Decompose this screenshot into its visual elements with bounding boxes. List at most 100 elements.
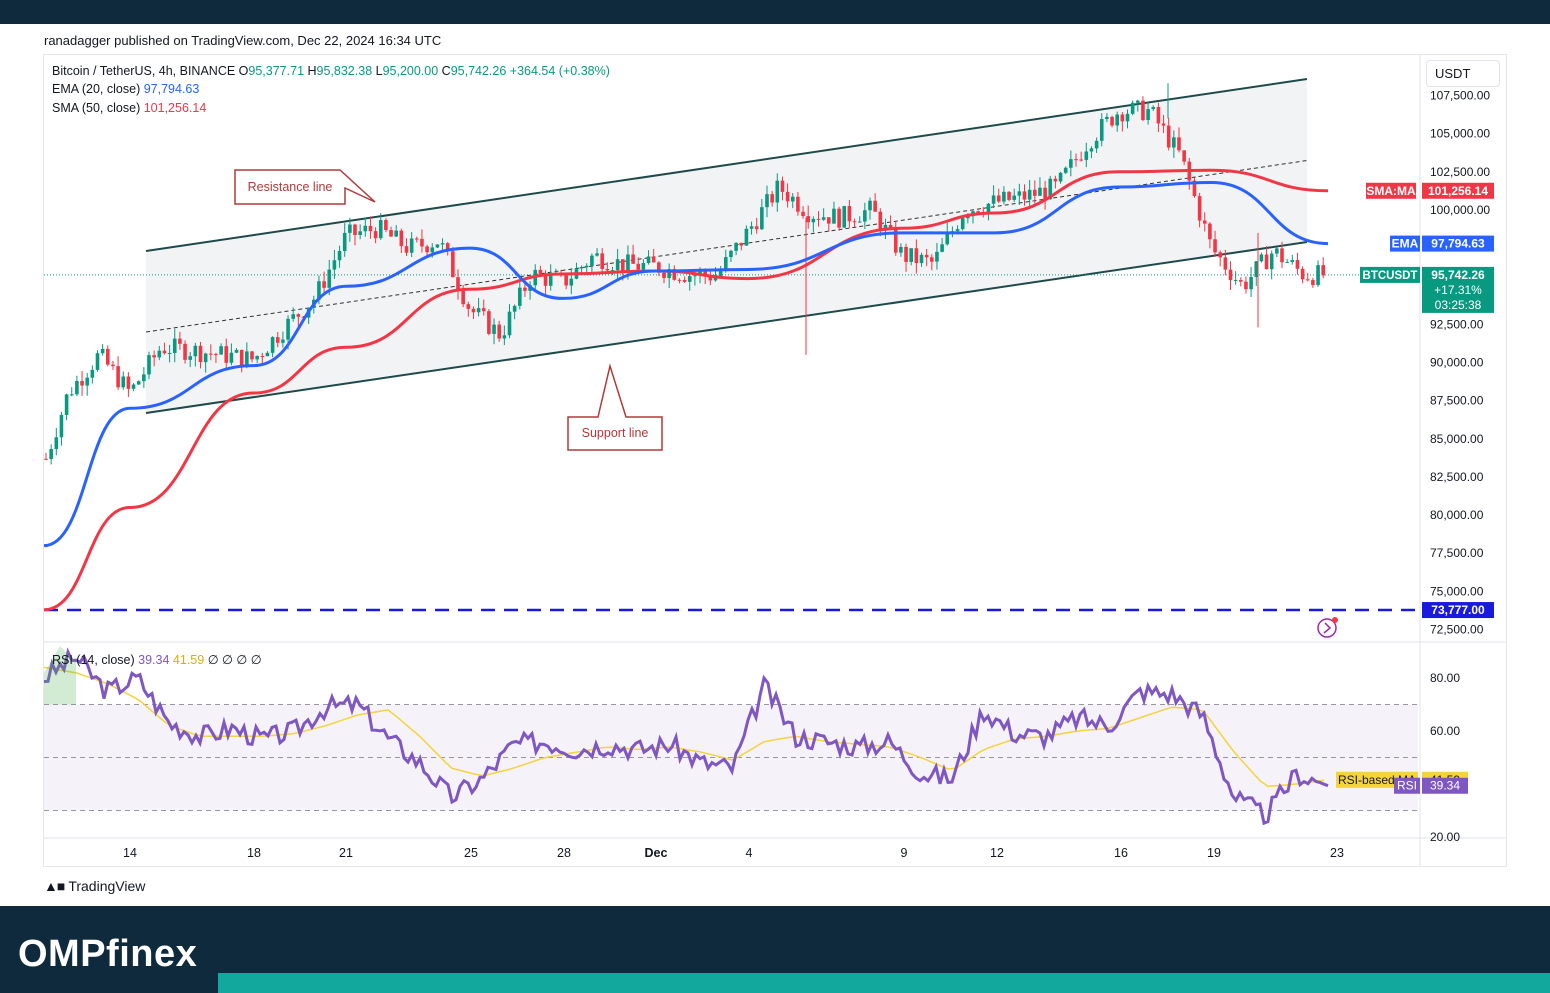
candle-body — [1321, 265, 1325, 276]
candle-body — [893, 228, 898, 253]
legend-ema-row[interactable]: EMA (20, close) 97,794.63 — [52, 82, 199, 96]
rsi-line — [43, 647, 1329, 826]
candle-body — [615, 259, 620, 271]
candle-body — [667, 269, 671, 279]
candle-body — [863, 210, 867, 222]
candle-body — [445, 243, 450, 252]
candle-body — [960, 218, 965, 230]
candle-body — [363, 225, 368, 232]
candle-body — [54, 437, 59, 450]
candle-body — [842, 206, 847, 228]
candle-body — [538, 269, 543, 275]
footer-brand: OMPfinex — [18, 933, 198, 975]
candle-body — [548, 274, 553, 286]
candle-body — [1074, 159, 1078, 161]
legend-ema-value: 97,794.63 — [143, 82, 200, 96]
candle-body — [1202, 220, 1207, 224]
candle-body — [796, 196, 800, 212]
candle-body — [270, 337, 275, 353]
candle-body — [59, 414, 64, 438]
candle-body — [265, 352, 270, 357]
legend-symbol[interactable]: Bitcoin / TetherUS, 4h, BINANCE — [52, 64, 236, 78]
candle-body — [106, 348, 110, 365]
candle-body — [703, 271, 707, 276]
tradingview-logo-text: TradingView — [68, 878, 146, 894]
candle-body — [930, 257, 934, 262]
price-axis-label: 75,000.00 — [1430, 584, 1484, 598]
price-axis-label: 87,500.00 — [1430, 394, 1484, 408]
legend-low: 95,200.00 — [382, 64, 439, 78]
candle-body — [415, 238, 419, 240]
candle-body — [440, 243, 445, 245]
publisher-line: ranadagger published on TradingView.com,… — [44, 33, 442, 48]
legend-sma-row[interactable]: SMA (50, close) 101,256.14 — [52, 101, 206, 115]
btc-tag-price: 95,742.26 — [1431, 268, 1485, 282]
candle-body — [816, 218, 821, 220]
candle-body — [878, 211, 883, 231]
candle-body — [1033, 189, 1037, 196]
legend-change: +364.54 (+0.38%) — [509, 64, 610, 78]
candle-body — [1290, 260, 1295, 263]
candle-body — [90, 369, 95, 378]
candle-body — [1295, 260, 1300, 269]
candle-body — [337, 251, 342, 261]
candle-body — [178, 338, 182, 344]
candle-body — [1002, 191, 1006, 202]
candle-body — [1233, 279, 1238, 281]
btc-tag-countdown: 03:25:38 — [1435, 298, 1482, 312]
candle-body — [451, 251, 455, 278]
candle-body — [291, 314, 295, 319]
legend-sma-label: SMA (50, close) — [52, 101, 141, 115]
support-callout-label: Support line — [582, 426, 649, 440]
candle-body — [631, 254, 635, 264]
legend-high: 95,832.38 — [316, 64, 373, 78]
tradingview-logo[interactable]: ▲■ TradingView — [44, 878, 145, 894]
candle-body — [847, 206, 852, 222]
candle-body — [569, 278, 574, 286]
price-axis-label: 107,500.00 — [1430, 89, 1490, 103]
candle-body — [172, 338, 177, 354]
candle-body — [605, 268, 610, 271]
support-line — [145, 241, 1308, 414]
candle-body — [430, 247, 435, 253]
candle-body — [384, 220, 388, 231]
candle-body — [136, 381, 141, 385]
candle-body — [1156, 107, 1161, 124]
candle-body — [1027, 189, 1032, 200]
candle-body — [1280, 248, 1284, 263]
candle-body — [780, 180, 785, 192]
candle-body — [487, 311, 491, 334]
time-axis-label: 21 — [339, 846, 353, 860]
candle-body — [584, 265, 589, 268]
candle-body — [1208, 223, 1212, 240]
candle-body — [729, 250, 733, 258]
time-axis-label: 14 — [123, 846, 137, 860]
candle-body — [760, 207, 764, 230]
candle-body — [1130, 102, 1135, 114]
candle-body — [378, 220, 383, 239]
candle-body — [801, 211, 805, 217]
candle-body — [1069, 159, 1073, 168]
currency-selector[interactable]: USDT — [1426, 60, 1500, 87]
candle-body — [754, 226, 759, 230]
candle-body — [1099, 119, 1104, 141]
candle-body — [219, 346, 223, 355]
candle-body — [85, 377, 89, 386]
candle-body — [579, 267, 584, 269]
resistance-callout-box — [234, 169, 376, 205]
candle-body — [1105, 116, 1109, 120]
candle-body — [157, 350, 162, 358]
alert-dot-icon — [1332, 617, 1338, 623]
candle-body — [512, 305, 517, 312]
legend-rsi-row[interactable]: RSI (14, close) 39.34 41.59 ∅ ∅ ∅ ∅ — [52, 652, 262, 667]
btc-tag-label-bg — [1360, 266, 1420, 283]
candle-body — [209, 353, 213, 355]
candle-body — [49, 449, 53, 460]
time-axis-label: 25 — [464, 846, 478, 860]
time-axis-label: 19 — [1207, 846, 1221, 860]
candle-body — [250, 351, 254, 360]
candle-body — [1172, 137, 1176, 148]
candle-body — [888, 224, 893, 229]
legend-rsi-ma-value: 41.59 — [172, 653, 205, 667]
